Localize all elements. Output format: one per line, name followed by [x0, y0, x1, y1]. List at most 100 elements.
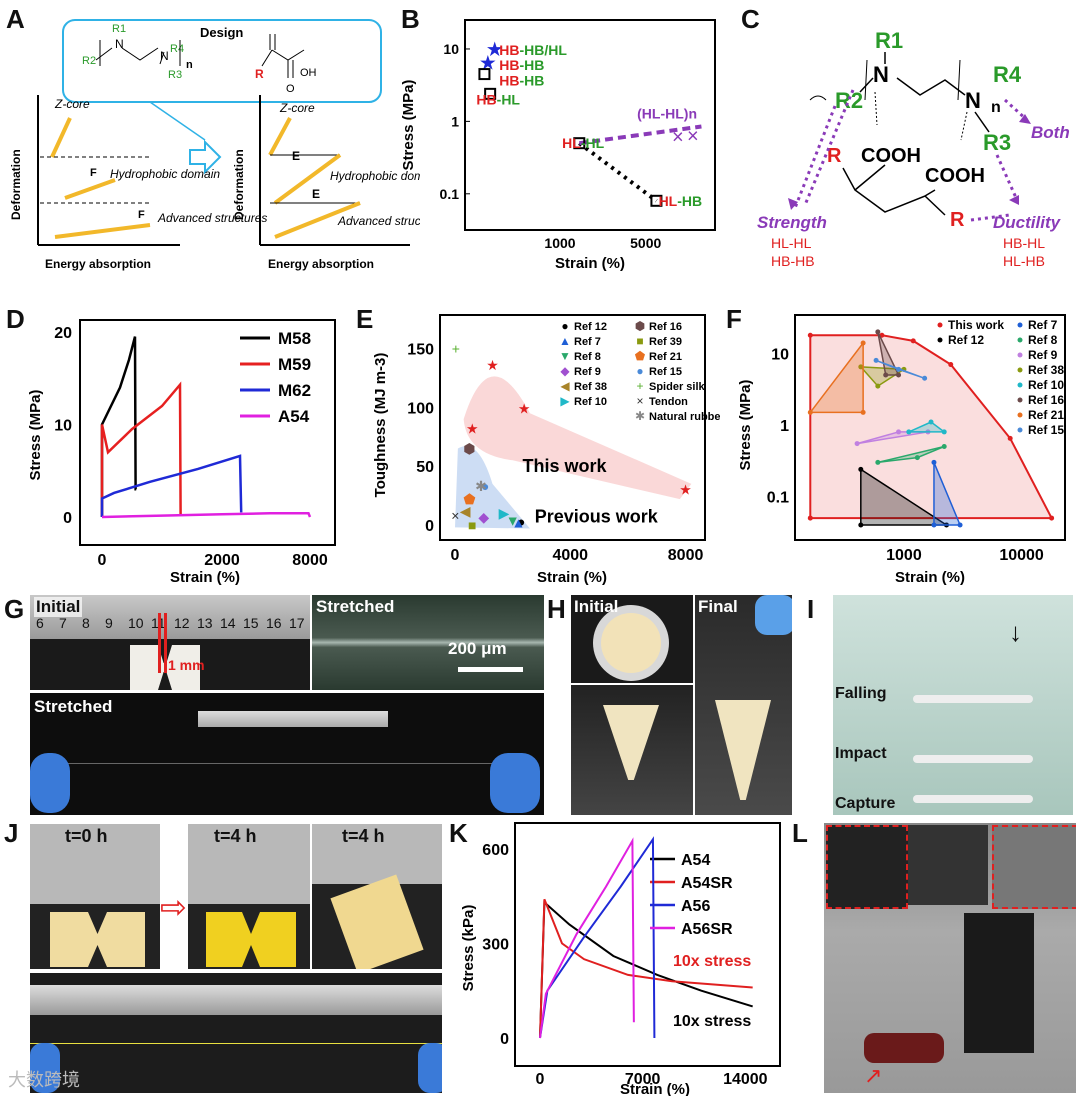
f-legend-marker [1017, 337, 1023, 343]
f-legend-label: Ref 16 [1028, 393, 1064, 407]
b-point-star: ★ [486, 39, 504, 61]
i-frame-1 [913, 695, 1033, 703]
panel-k-label: K [449, 818, 468, 848]
f-legend-marker [1017, 382, 1023, 388]
e-frame [439, 314, 706, 541]
j-t0-label: t=0 h [65, 826, 108, 846]
e-legend-label: Ref 9 [574, 366, 601, 378]
e-point: ⬟ [463, 491, 475, 507]
f-legend-label: Ref 21 [1028, 408, 1064, 422]
f-legend-label: Ref 7 [1028, 318, 1058, 332]
j-photo-t0: t=0 h [30, 824, 160, 969]
f-point [807, 409, 813, 415]
g-ruler-number: 14 [220, 615, 236, 631]
e-legend-label: Ref 8 [574, 351, 601, 363]
f-ylabel: Stress (MPa) [737, 380, 754, 471]
b-ytick-label: 1 [451, 113, 459, 129]
e-legend-label: Tendon [649, 396, 688, 408]
j-ruler-1 [30, 824, 160, 904]
g-ruler-number: 12 [174, 615, 190, 631]
e-legend-marker: ⬟ [635, 349, 646, 363]
f-frame [794, 314, 1066, 541]
d-series-line [100, 454, 243, 517]
d-ytick-label: 20 [54, 325, 72, 342]
d-xtick-label: 8000 [292, 552, 328, 569]
f-ytick-label: 1 [780, 418, 789, 435]
f-point [914, 455, 920, 461]
g-ruler-number: 9 [105, 615, 113, 631]
j-photo-t4a: t=4 h [188, 824, 310, 969]
g-red-mark-2 [164, 613, 167, 673]
b-xtick-label: 1000 [544, 235, 575, 251]
b-xlabel: Strain (%) [555, 255, 625, 272]
f-legend-marker [1017, 352, 1023, 358]
f-legend-label: Ref 10 [1028, 378, 1064, 392]
e-point: ▼ [506, 512, 520, 528]
f-legend-marker [1017, 367, 1023, 373]
g-ruler-numbers: 67891011121314151617 [30, 615, 310, 635]
a-f2: F [138, 209, 145, 221]
c-r4: R4 [993, 62, 1022, 87]
g-stretched-fiber [40, 763, 534, 764]
g-steel-ruler [198, 711, 388, 727]
f-point [948, 362, 954, 368]
d-legend-label: M62 [278, 381, 311, 400]
panel-j: t=0 h ⇨ t=4 h t=4 h J 大数跨境 [0, 818, 445, 1096]
e-legend-marker: ▲ [559, 334, 571, 348]
b-label: HB-HB/HL [499, 42, 567, 58]
e-point: ⬢ [463, 441, 475, 457]
f-point [896, 366, 902, 372]
e-legend-label: Ref 16 [649, 321, 682, 333]
g-photo-stretched: Stretched [30, 693, 544, 815]
a-r3: R3 [168, 69, 182, 81]
c-both: Both [1031, 123, 1070, 142]
b-label: HL-HL [562, 135, 604, 151]
e-legend-marker: ◆ [560, 364, 570, 378]
a-oh: OH [300, 67, 317, 79]
k-legend-label: A54 [681, 852, 710, 869]
g-ruler-number: 16 [266, 615, 282, 631]
e-legend-marker: + [636, 379, 643, 393]
panel-b-label: B [401, 4, 420, 34]
i-impact-label: Impact [835, 745, 887, 762]
j-photo-stretched [30, 973, 442, 1093]
g-ruler-number: 10 [128, 615, 144, 631]
e-point: ◀ [460, 503, 471, 519]
panel-a: A Design R1 N R2 N R4 R3 n R OH O Deform… [0, 0, 420, 285]
panel-g-label: G [4, 594, 25, 624]
b-label: HB-HL [476, 92, 520, 108]
c-cooh-left: COOH [861, 145, 921, 167]
b-point-square [484, 87, 497, 100]
k-xtick-label: 7000 [625, 1071, 661, 1088]
c-r-left: R [827, 145, 842, 167]
k-ytick-label: 0 [500, 1031, 509, 1048]
g-glove-right [490, 753, 540, 813]
i-falling-label: Falling [835, 685, 887, 702]
e-point: ▶ [499, 505, 510, 521]
c-strength: Strength [757, 213, 827, 232]
i-arrow: ↓ [1009, 617, 1022, 647]
f-series-region [908, 421, 947, 433]
c-r-right: R [950, 209, 965, 231]
k-xlabel: Strain (%) [620, 1081, 690, 1096]
c-r1: R1 [875, 28, 903, 53]
b-point-square [478, 68, 491, 81]
f-series-region [809, 334, 1054, 520]
panel-c: C R2 N R1 N R4 n R3 R COOH COOH R Both S… [735, 0, 1080, 285]
i-frame-3 [913, 795, 1033, 803]
e-legend-label: Spider silk [649, 381, 706, 393]
f-legend-label: Ref 12 [948, 333, 984, 347]
e-legend-marker: ■ [636, 334, 643, 348]
e-legend-label: Ref 21 [649, 351, 682, 363]
b-frame [464, 19, 716, 231]
c-r3: R3 [983, 130, 1011, 155]
e-legend-marker: ▼ [559, 349, 571, 363]
g-scale-label: 200 μm [448, 639, 507, 658]
l-inset-3 [992, 825, 1076, 909]
k-frame [514, 822, 781, 1067]
f-point [854, 441, 860, 447]
d-xlabel: Strain (%) [170, 569, 240, 586]
f-point [875, 329, 881, 335]
f-legend-label: Ref 38 [1028, 363, 1064, 377]
d-xtick-label: 0 [98, 552, 107, 569]
